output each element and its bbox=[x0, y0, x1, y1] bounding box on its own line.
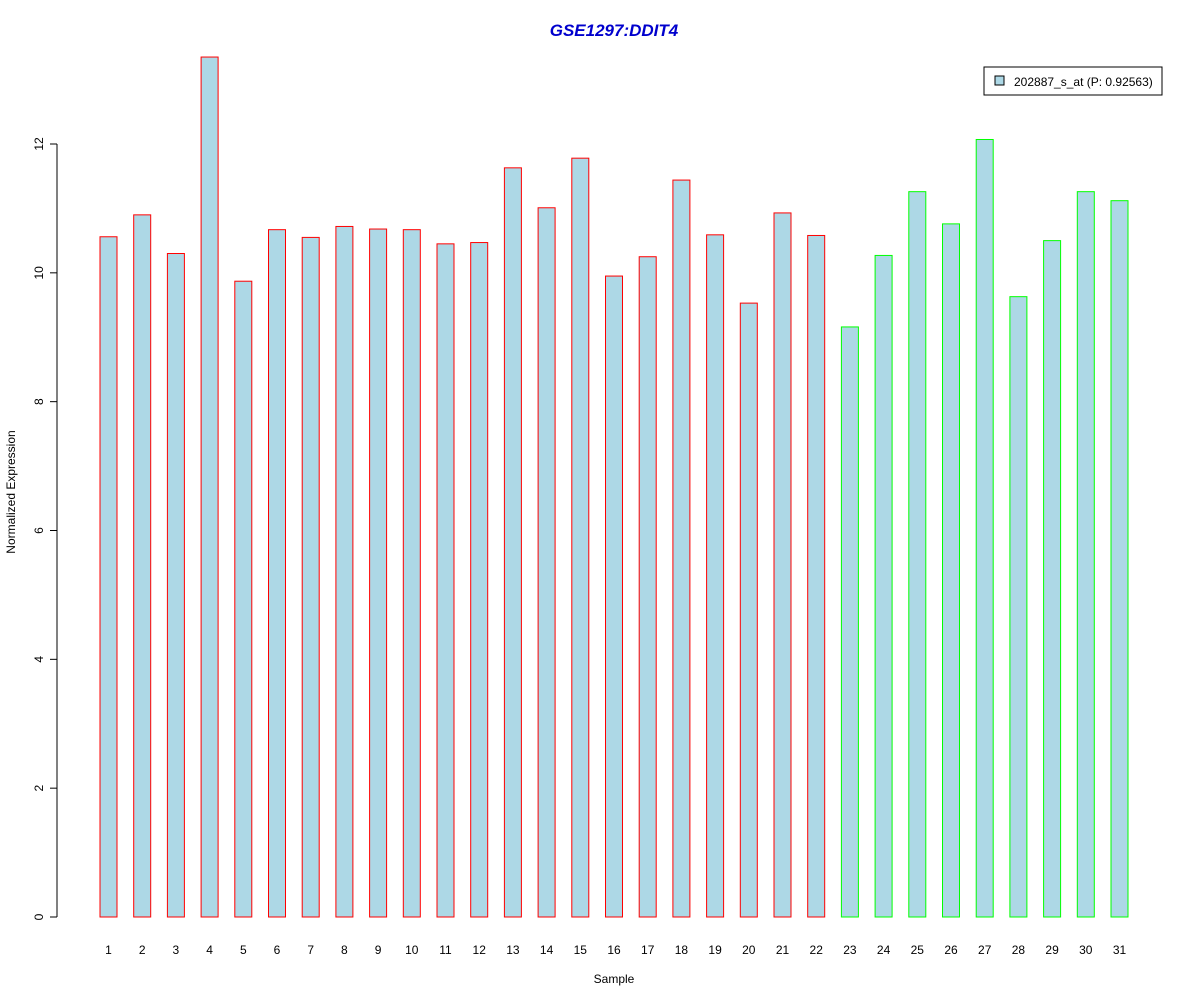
y-tick-label: 2 bbox=[32, 785, 46, 792]
x-tick-label: 19 bbox=[708, 943, 722, 957]
bar-sample-13 bbox=[503, 167, 522, 918]
bar-sample-21 bbox=[773, 212, 792, 918]
x-tick-labels: 1 2 3 4 5 6 7 8 9 10 11 12 13 14 15 16 17 18 19 20 21 22 23 24 2… bbox=[105, 943, 1126, 957]
bar-sample-6 bbox=[268, 229, 286, 918]
bar-sample-22 bbox=[807, 234, 826, 918]
x-tick-label: 15 bbox=[574, 943, 588, 957]
bar-sample-7 bbox=[301, 236, 320, 918]
y-tick-label: 8 bbox=[32, 398, 46, 405]
x-tick-label: 18 bbox=[675, 943, 689, 957]
y-tick-label: 0 bbox=[32, 913, 46, 920]
y-tick-label: 12 bbox=[32, 137, 46, 151]
x-tick-label: 8 bbox=[341, 943, 348, 957]
x-tick-label: 20 bbox=[742, 943, 756, 957]
x-tick-label: 30 bbox=[1079, 943, 1093, 957]
bar-sample-9 bbox=[369, 228, 388, 918]
y-tick-label: 10 bbox=[32, 266, 46, 280]
x-tick-label: 6 bbox=[274, 943, 281, 957]
x-tick-label: 9 bbox=[375, 943, 382, 957]
x-tick-label: 17 bbox=[641, 943, 655, 957]
bar-sample-28 bbox=[1009, 296, 1028, 918]
x-tick-label: 28 bbox=[1012, 943, 1026, 957]
y-tick-label: 6 bbox=[32, 527, 46, 534]
x-tick-label: 12 bbox=[473, 943, 487, 957]
x-tick-label: 4 bbox=[206, 943, 213, 957]
bar-sample-12 bbox=[470, 242, 489, 918]
bar-sample-16 bbox=[605, 275, 623, 918]
bar-sample-27 bbox=[975, 138, 994, 918]
y-tick-label: 4 bbox=[32, 656, 46, 663]
x-tick-label: 10 bbox=[405, 943, 419, 957]
x-tick-label: 29 bbox=[1045, 943, 1059, 957]
bar-sample-26 bbox=[942, 223, 960, 918]
bar-sample-17 bbox=[638, 256, 657, 918]
x-tick-label: 13 bbox=[506, 943, 520, 957]
bar-sample-30 bbox=[1076, 191, 1095, 918]
x-tick-label: 11 bbox=[439, 943, 452, 957]
bars-group bbox=[99, 56, 1129, 918]
bar-sample-2 bbox=[133, 214, 152, 918]
x-tick-label: 31 bbox=[1113, 943, 1127, 957]
x-tick-label: 25 bbox=[911, 943, 925, 957]
chart-title: GSE1297:DDIT4 bbox=[550, 21, 679, 40]
bar-sample-18 bbox=[672, 179, 691, 918]
x-tick-label: 2 bbox=[139, 943, 146, 957]
bar-sample-29 bbox=[1043, 240, 1062, 918]
bar-sample-25 bbox=[908, 191, 927, 918]
bar-sample-3 bbox=[166, 253, 185, 918]
x-tick-label: 7 bbox=[307, 943, 314, 957]
x-tick-label: 23 bbox=[843, 943, 857, 957]
legend-box bbox=[983, 66, 1163, 96]
bar-sample-4 bbox=[200, 56, 219, 918]
bar-sample-24 bbox=[874, 254, 893, 918]
bar-sample-15 bbox=[571, 157, 590, 918]
x-tick-label: 3 bbox=[173, 943, 180, 957]
y-axis: 0 2 4 6 8 10 12 bbox=[32, 137, 58, 920]
x-tick-label: 1 bbox=[105, 943, 112, 957]
bar-sample-23 bbox=[840, 326, 859, 918]
y-axis-title: Normalized Expression bbox=[4, 430, 18, 553]
x-tick-label: 21 bbox=[776, 943, 790, 957]
bar-sample-5 bbox=[234, 280, 253, 918]
bar-sample-14 bbox=[537, 207, 556, 918]
bar-sample-20 bbox=[739, 302, 758, 918]
x-axis-title: Sample bbox=[594, 972, 635, 986]
x-tick-label: 26 bbox=[944, 943, 958, 957]
legend-entry-label: 202887_s_at (P: 0.92563) bbox=[1014, 75, 1153, 89]
x-tick-label: 16 bbox=[607, 943, 621, 957]
bar-sample-19 bbox=[706, 234, 725, 918]
x-tick-label: 5 bbox=[240, 943, 247, 957]
x-tick-label: 27 bbox=[978, 943, 992, 957]
bar-sample-31 bbox=[1110, 200, 1129, 918]
legend-swatch bbox=[994, 75, 1005, 86]
bar-sample-10 bbox=[402, 229, 421, 918]
bar-sample-8 bbox=[335, 225, 354, 918]
x-tick-label: 24 bbox=[877, 943, 891, 957]
legend: 202887_s_at (P: 0.92563) bbox=[983, 66, 1163, 96]
bar-sample-1 bbox=[99, 236, 118, 918]
x-tick-label: 14 bbox=[540, 943, 554, 957]
x-tick-label: 22 bbox=[810, 943, 824, 957]
bar-sample-11 bbox=[436, 243, 455, 918]
